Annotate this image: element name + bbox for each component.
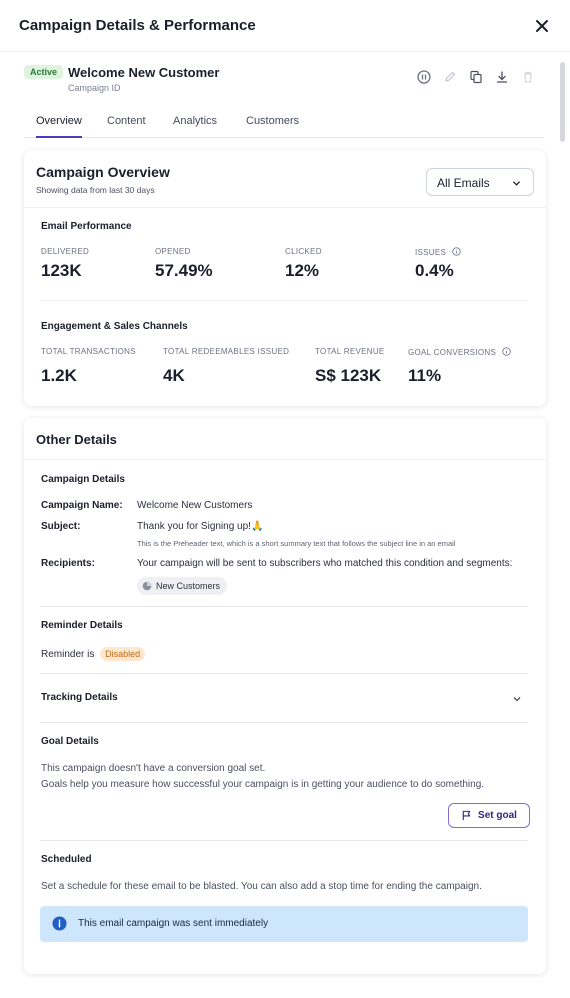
tab-customers[interactable]: Customers xyxy=(246,115,300,127)
tab-content[interactable]: Content xyxy=(107,115,146,127)
recipients-value: Your campaign will be sent to subscriber… xyxy=(137,558,513,569)
info-banner-text: This email campaign was sent immediately xyxy=(78,918,269,929)
stat-goal-conversions-label: GOAL CONVERSIONS xyxy=(408,347,511,357)
stat-delivered-value: 123K xyxy=(41,261,82,280)
scheduled-label: Scheduled xyxy=(41,854,92,865)
overview-title: Campaign Overview xyxy=(36,164,170,180)
info-icon[interactable] xyxy=(501,347,511,356)
campaign-details-label: Campaign Details xyxy=(41,474,125,485)
download-button[interactable] xyxy=(494,69,510,85)
divider xyxy=(40,840,528,841)
pause-button[interactable] xyxy=(416,69,432,85)
stat-goal-conversions-value: 11% xyxy=(408,366,442,385)
goal-text-1: This campaign doesn't have a conversion … xyxy=(41,763,266,774)
other-details-title: Other Details xyxy=(36,432,117,447)
goal-text-2: Goals help you measure how successful yo… xyxy=(41,779,485,790)
stat-revenue-label: TOTAL REVENUE xyxy=(315,347,385,356)
flag-icon xyxy=(462,810,471,821)
delete-button[interactable] xyxy=(520,69,536,85)
edit-button[interactable] xyxy=(442,69,458,85)
tab-bar: Overview Content Analytics Customers xyxy=(24,108,544,138)
info-icon[interactable] xyxy=(452,247,461,256)
tab-overview[interactable]: Overview xyxy=(36,115,82,138)
email-filter-select[interactable]: All Emails xyxy=(426,168,534,196)
download-icon xyxy=(496,71,508,83)
stat-revenue-value: S$ 123K xyxy=(315,366,382,385)
status-badge: Active xyxy=(24,65,64,79)
tab-analytics[interactable]: Analytics xyxy=(173,115,218,127)
panel-header: Campaign Details & Performance xyxy=(0,0,570,52)
stat-issues-text: ISSUES xyxy=(415,248,447,257)
info-banner: This email campaign was sent immediately xyxy=(40,906,528,942)
stat-issues-value: 0.4% xyxy=(415,261,454,280)
campaign-summary: Active Welcome New Customer Campaign ID xyxy=(24,62,544,98)
divider xyxy=(40,722,528,723)
stat-issues-label: ISSUES xyxy=(415,247,461,257)
divider xyxy=(40,300,528,301)
recipients-key: Recipients: xyxy=(41,558,95,569)
campaign-name: Welcome New Customer xyxy=(68,65,220,80)
duplicate-button[interactable] xyxy=(468,69,484,85)
email-filter-value: All Emails xyxy=(437,176,490,190)
campaign-name-key: Campaign Name: xyxy=(41,500,123,511)
stat-delivered-label: DELIVERED xyxy=(41,247,90,256)
close-icon xyxy=(536,20,548,32)
stat-clicked-value: 12% xyxy=(285,261,320,280)
info-icon xyxy=(52,916,67,931)
stat-transactions-label: TOTAL TRANSACTIONS xyxy=(41,347,136,356)
goal-details-label: Goal Details xyxy=(41,736,99,747)
other-details-card: Other Details Campaign Details Campaign … xyxy=(24,418,546,974)
chevron-down-icon[interactable] xyxy=(512,694,522,704)
segment-chip[interactable]: New Customers xyxy=(137,577,228,595)
overview-subtitle: Showing data from last 30 days xyxy=(36,185,155,195)
copy-icon xyxy=(470,70,482,84)
reminder-status-badge: Disabled xyxy=(100,647,146,661)
stat-transactions-value: 1.2K xyxy=(41,366,77,385)
subject-key: Subject: xyxy=(41,521,81,532)
segment-icon xyxy=(142,581,152,591)
stat-clicked-label: CLICKED xyxy=(285,247,322,256)
stat-opened-value: 57.49% xyxy=(155,261,213,280)
campaign-id-label: Campaign ID xyxy=(68,83,121,93)
tracking-details-label: Tracking Details xyxy=(41,692,118,703)
reminder-row: Reminder is Disabled xyxy=(41,647,146,661)
stat-goal-conversions-text: GOAL CONVERSIONS xyxy=(408,348,497,357)
scrollbar-thumb[interactable] xyxy=(560,62,565,142)
engagement-label: Engagement & Sales Channels xyxy=(41,321,188,332)
pause-icon xyxy=(417,70,431,84)
email-performance-label: Email Performance xyxy=(41,221,132,232)
divider xyxy=(40,673,528,674)
campaign-actions xyxy=(416,69,536,85)
divider xyxy=(40,606,528,607)
scheduled-text: Set a schedule for these email to be bla… xyxy=(41,881,482,892)
stat-opened-label: OPENED xyxy=(155,247,191,256)
close-button[interactable] xyxy=(532,16,552,36)
divider xyxy=(24,459,546,460)
chevron-down-icon xyxy=(512,181,521,186)
stat-redeemables-label: TOTAL REDEEMABLES ISSUED xyxy=(163,347,290,356)
set-goal-button[interactable]: Set goal xyxy=(448,803,530,828)
delete-icon xyxy=(524,71,532,83)
reminder-text: Reminder is xyxy=(41,649,95,660)
edit-icon xyxy=(445,71,456,82)
campaign-overview-card: Campaign Overview Showing data from last… xyxy=(24,150,546,406)
panel-title: Campaign Details & Performance xyxy=(19,17,256,34)
preheader-text: This is the Preheader text, which is a s… xyxy=(137,539,456,548)
set-goal-label: Set goal xyxy=(478,810,517,821)
reminder-details-label: Reminder Details xyxy=(41,620,123,631)
stat-redeemables-value: 4K xyxy=(163,366,185,385)
divider xyxy=(24,207,546,208)
segment-chip-label: New Customers xyxy=(156,581,221,591)
subject-value: Thank you for Signing up!🙏 xyxy=(137,521,264,532)
campaign-name-value: Welcome New Customers xyxy=(137,500,253,511)
